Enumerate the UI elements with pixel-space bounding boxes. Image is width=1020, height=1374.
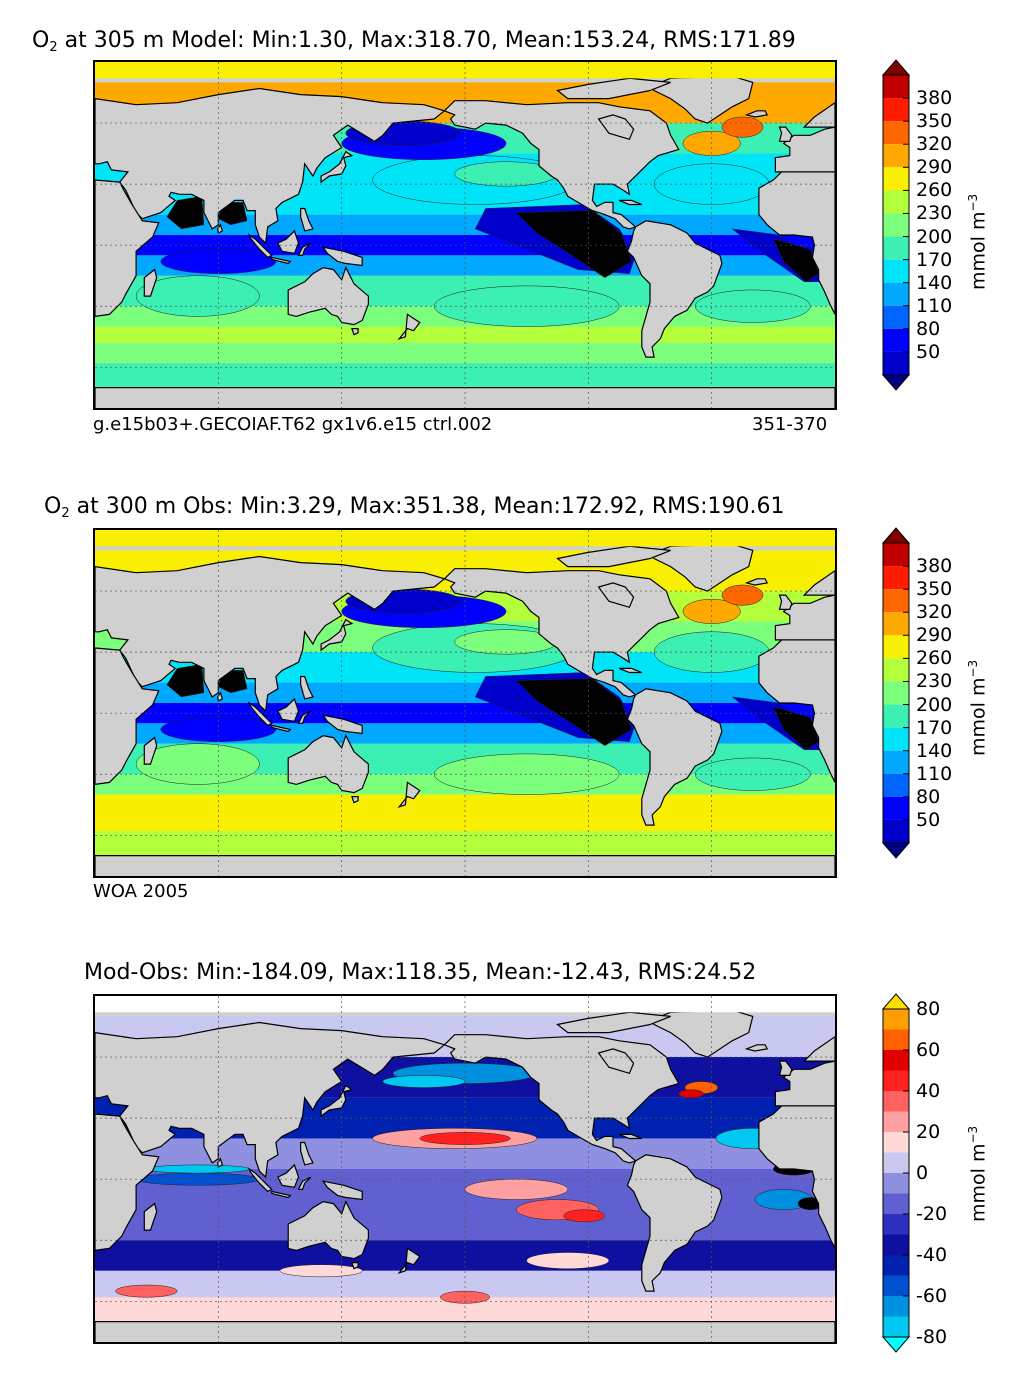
colorbar-tick-label: 80 — [916, 317, 941, 340]
panel2-title-main: O — [44, 494, 62, 519]
colorbar-tick-label: 290 — [916, 156, 953, 179]
colorbar-svg — [881, 993, 911, 1353]
map-svg — [95, 530, 835, 876]
colorbar-tick-label: 260 — [916, 647, 953, 670]
colorbar-tick-label: 170 — [916, 716, 953, 739]
colorbar-tick-label: 20 — [916, 1121, 941, 1143]
panel1-map — [93, 60, 837, 410]
map-svg — [95, 996, 835, 1342]
colorbar-tick-label: -60 — [916, 1285, 948, 1307]
colorbar-tick-label: 380 — [916, 87, 953, 110]
panel2-map — [93, 528, 837, 878]
panel3-colorbar-unit: mmol m−3 — [966, 1125, 990, 1222]
panel3-title: Mod-Obs: Min:-184.09, Max:118.35, Mean:-… — [84, 960, 756, 985]
colorbar-tick-label: 200 — [916, 693, 953, 716]
colorbar-svg — [881, 527, 911, 859]
arctic-ice-region — [95, 996, 835, 1013]
panel1-title-sub: 2 — [49, 40, 58, 55]
panel1-colorbar-unit: mmol m−3 — [966, 193, 990, 290]
colorbar-tick-label: 350 — [916, 110, 953, 133]
colorbar-tick-label: 350 — [916, 578, 953, 601]
panel1-title-main: O — [32, 28, 50, 53]
panel2-colorbar — [881, 527, 911, 859]
panel1-footer-left: g.e15b03+.GECOIAF.T62 gx1v6.e15 ctrl.002 — [93, 414, 493, 435]
arctic-ice-region — [95, 530, 835, 547]
colorbar-tick-label: 320 — [916, 133, 953, 156]
arctic-ice-region — [95, 62, 835, 79]
colorbar-tick-label: 230 — [916, 670, 953, 693]
colorbar-tick-label: 110 — [916, 294, 953, 317]
panel3-map — [93, 994, 837, 1344]
colorbar-tick-label: 50 — [916, 808, 941, 831]
panel1-footer-right: 351-370 — [752, 414, 828, 435]
panel1-colorbar — [881, 59, 911, 391]
colorbar-tick-label: 320 — [916, 601, 953, 624]
colorbar-svg — [881, 59, 911, 391]
colorbar-tick-label: 80 — [916, 785, 941, 808]
panel2-title: O2 at 300 m Obs: Min:3.29, Max:351.38, M… — [44, 494, 784, 521]
colorbar-tick-label: 140 — [916, 739, 953, 762]
panel2-colorbar-unit: mmol m−3 — [966, 659, 990, 756]
colorbar-tick-label: 230 — [916, 202, 953, 225]
panel3-colorbar — [881, 993, 911, 1353]
colorbar-tick-label: 50 — [916, 340, 941, 363]
colorbar-tick-label: 80 — [916, 998, 941, 1020]
panel3-title-main: Mod-Obs: Min:-184.09, Max:118.35, Mean:-… — [84, 960, 757, 985]
colorbar-tick-label: 0 — [916, 1162, 929, 1184]
colorbar-tick-label: -40 — [916, 1244, 948, 1266]
panel1-title-rest: at 305 m Model: Min:1.30, Max:318.70, Me… — [57, 28, 796, 53]
colorbar-tick-label: 290 — [916, 624, 953, 647]
colorbar-tick-label: 140 — [916, 271, 953, 294]
panel2-footer-left: WOA 2005 — [93, 881, 189, 902]
colorbar-tick-label: 60 — [916, 1039, 941, 1061]
colorbar-tick-label: 110 — [916, 762, 953, 785]
colorbar-tick-label: 170 — [916, 248, 953, 271]
panel2-title-sub: 2 — [61, 506, 70, 521]
colorbar-tick-label: 40 — [916, 1080, 941, 1102]
colorbar-tick-label: -20 — [916, 1203, 948, 1225]
colorbar-tick-label: -80 — [916, 1326, 948, 1348]
panel1-title: O2 at 305 m Model: Min:1.30, Max:318.70,… — [32, 28, 796, 55]
colorbar-tick-label: 200 — [916, 225, 953, 248]
panel2-title-rest: at 300 m Obs: Min:3.29, Max:351.38, Mean… — [69, 494, 785, 519]
colorbar-tick-label: 260 — [916, 179, 953, 202]
colorbar-tick-label: 380 — [916, 555, 953, 578]
map-svg — [95, 62, 835, 408]
